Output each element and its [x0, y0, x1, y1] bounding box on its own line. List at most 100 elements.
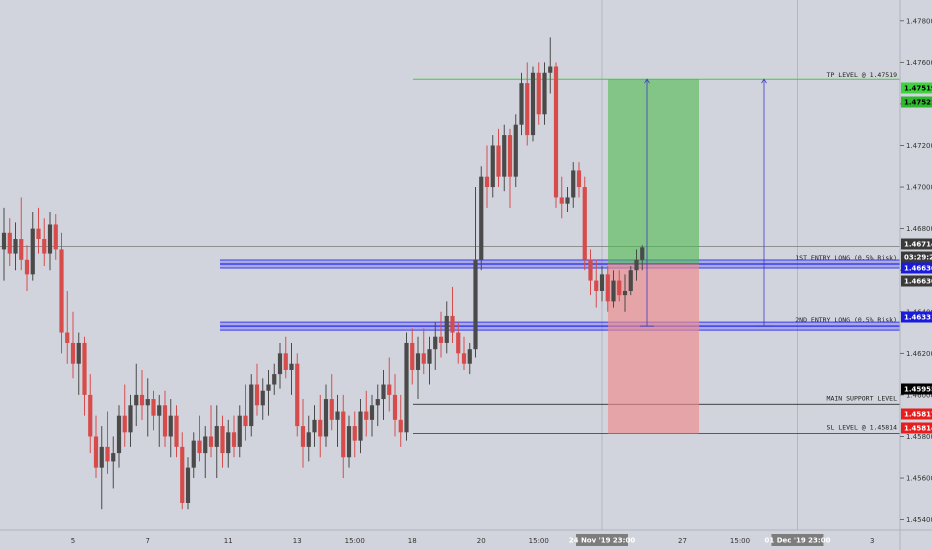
candle-body — [369, 405, 375, 420]
candle-body — [456, 332, 461, 354]
price-badge — [901, 311, 932, 323]
candle-body — [588, 259, 593, 281]
candle-body — [306, 432, 311, 447]
y-tick-label: 1.46800 — [906, 225, 932, 233]
candle-body — [191, 440, 196, 468]
price-badge-label: 03:29:22 — [904, 254, 932, 262]
candle-body — [76, 342, 81, 364]
candle-body — [594, 280, 599, 291]
time-highlight-label: 01 Dec '19 23:00 — [765, 537, 831, 545]
candle-body — [640, 247, 645, 260]
x-tick-label: 11 — [224, 537, 233, 545]
price-badge — [901, 408, 932, 420]
candle-body — [128, 405, 133, 433]
candle-body — [392, 394, 398, 420]
y-tick-label: 1.45600 — [906, 475, 932, 483]
price-badge — [901, 238, 932, 250]
measure-arrow-2-head — [761, 78, 767, 84]
candle-body — [214, 426, 219, 447]
y-tick-label: 1.46200 — [906, 350, 932, 358]
y-tick-label: 1.45800 — [906, 433, 932, 441]
candle-body — [82, 342, 87, 395]
candle-body — [116, 415, 122, 454]
candle-body — [467, 349, 472, 364]
candle-body — [617, 280, 622, 296]
candle-body — [410, 342, 415, 370]
candle-body — [168, 415, 173, 437]
candle-body — [335, 411, 340, 420]
candle-body — [542, 72, 547, 115]
candle-body — [387, 384, 392, 395]
candle-body — [352, 426, 357, 441]
candle-body — [571, 170, 576, 198]
x-tick-label: 5 — [71, 537, 75, 545]
candle-body — [438, 336, 444, 343]
y-tick-label: 1.47600 — [906, 59, 932, 67]
candle-body — [254, 384, 260, 406]
candle-body — [519, 83, 524, 125]
candle-body — [272, 374, 277, 385]
loss-zone — [608, 263, 699, 434]
candle-body — [461, 353, 467, 364]
candle-body — [559, 197, 564, 204]
measure-arrow-1-head — [644, 78, 650, 84]
candle-body — [99, 446, 104, 468]
candle-body — [122, 415, 127, 433]
candle-body — [312, 419, 317, 433]
candle-body — [59, 249, 64, 333]
x-tick-label: 3 — [870, 537, 874, 545]
candle-body — [582, 187, 587, 260]
x-tick-label: 27 — [678, 537, 687, 545]
candle-body — [47, 224, 53, 254]
candle-body — [565, 197, 570, 204]
y-tick-label: 1.47200 — [906, 142, 932, 150]
x-tick-label: 18 — [408, 537, 417, 545]
candle-body — [634, 259, 639, 271]
x-tick-label: 13 — [293, 537, 302, 545]
candle-body — [231, 432, 237, 447]
candle-body — [157, 405, 162, 416]
candle-body — [346, 426, 352, 458]
time-highlight-label: 24 Nov '19 23:00 — [569, 537, 636, 545]
profit-zone — [608, 79, 699, 264]
candle-body — [341, 411, 346, 458]
candle-body — [479, 176, 484, 260]
candle-body — [576, 170, 582, 188]
candle-body — [300, 426, 306, 447]
candle-body — [203, 436, 208, 454]
entry1-label: 1ST ENTRY LONG (0.5% Risk) — [795, 254, 897, 262]
candle-body — [433, 336, 438, 350]
candle-body — [88, 394, 93, 437]
candle-body — [381, 384, 386, 400]
candle-body — [496, 145, 501, 177]
candle-body — [249, 384, 254, 427]
candle-body — [93, 436, 99, 468]
candle-body — [185, 467, 191, 503]
candle-body — [226, 432, 231, 454]
candle-body — [243, 415, 248, 427]
candle-body — [36, 228, 41, 240]
candle-body — [145, 399, 150, 406]
candle-body — [134, 394, 139, 406]
candle-body — [323, 399, 329, 437]
candle-body — [266, 384, 271, 391]
x-tick-label: 15:00 — [730, 537, 750, 545]
tp-level-label: TP LEVEL @ 1.47519 — [827, 71, 898, 79]
candle-body — [484, 176, 490, 188]
price-badge-label: 1.46630 — [904, 265, 932, 273]
candle-body — [70, 342, 76, 364]
candle-body — [548, 66, 553, 73]
candle-body — [283, 353, 288, 370]
y-tick-label: 1.45400 — [906, 516, 932, 524]
candle-body — [30, 228, 35, 275]
candle-body — [289, 363, 294, 370]
candle-body — [277, 353, 283, 375]
price-badge-label: 1.45814 — [904, 425, 932, 433]
price-badge-label: 1.46630 — [904, 278, 932, 286]
candle-body — [536, 72, 541, 115]
candle-body — [260, 390, 265, 406]
candle-body — [490, 145, 495, 188]
